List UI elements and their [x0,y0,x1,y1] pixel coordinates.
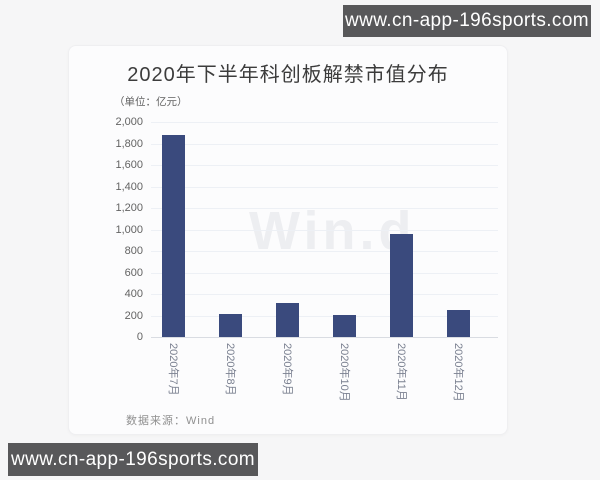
y-tick-label: 800 [124,245,143,257]
bar-2020年9月 [275,303,299,337]
y-tick-label: 2,000 [115,116,143,128]
gridline [151,122,498,123]
gridline [151,251,498,252]
data-source-label: 数据来源：Wind [126,415,216,427]
bar-2020年7月 [161,135,185,337]
gridline [151,315,498,317]
bar-2020年8月 [218,314,242,337]
y-tick-label: 400 [124,288,143,300]
bar-chart-plot: Win.d 0 200 400 600 800 1,000 1,200 1,400 1,600 1… [115,116,498,402]
unit-label: （单位：亿元） [114,96,188,108]
y-tick-label: 0 [136,331,143,343]
site-watermark-banner-bottom: www.cn-app-196sports.com [8,443,258,476]
x-axis-label: 2020年9月 [281,343,293,396]
y-tick-label: 1,800 [115,137,143,150]
gridline [151,143,498,145]
x-axis-line [151,337,498,338]
x-axis-label: 2020年7月 [167,343,179,396]
y-tick-label: 1,200 [115,202,143,214]
y-tick-label: 200 [124,309,143,322]
gridline [151,272,498,274]
x-axis-label: 2020年12月 [452,343,464,402]
gridline [151,229,498,231]
gridline [151,186,498,188]
bar-2020年10月 [332,315,356,337]
y-tick-label: 1,400 [115,180,143,193]
y-tick-label: 600 [124,266,143,279]
gridline [151,294,498,295]
x-axis-label: 2020年10月 [338,343,350,402]
x-axis-label: 2020年11月 [395,343,407,401]
bar-2020年11月 [389,234,413,337]
chart-title: 2020年下半年科创板解禁市值分布 [127,64,449,86]
bar-2020年12月 [446,310,470,337]
gridline [151,208,498,209]
site-watermark-banner-top: www.cn-app-196sports.com [343,5,591,37]
chart-card: 2020年下半年科创板解禁市值分布 （单位：亿元） Win.d 0 200 400 6… [68,45,508,435]
y-tick-label: 1,600 [115,159,143,171]
y-tick-label: 1,000 [115,223,143,236]
gridline [151,165,498,166]
x-axis-label: 2020年8月 [224,343,236,396]
